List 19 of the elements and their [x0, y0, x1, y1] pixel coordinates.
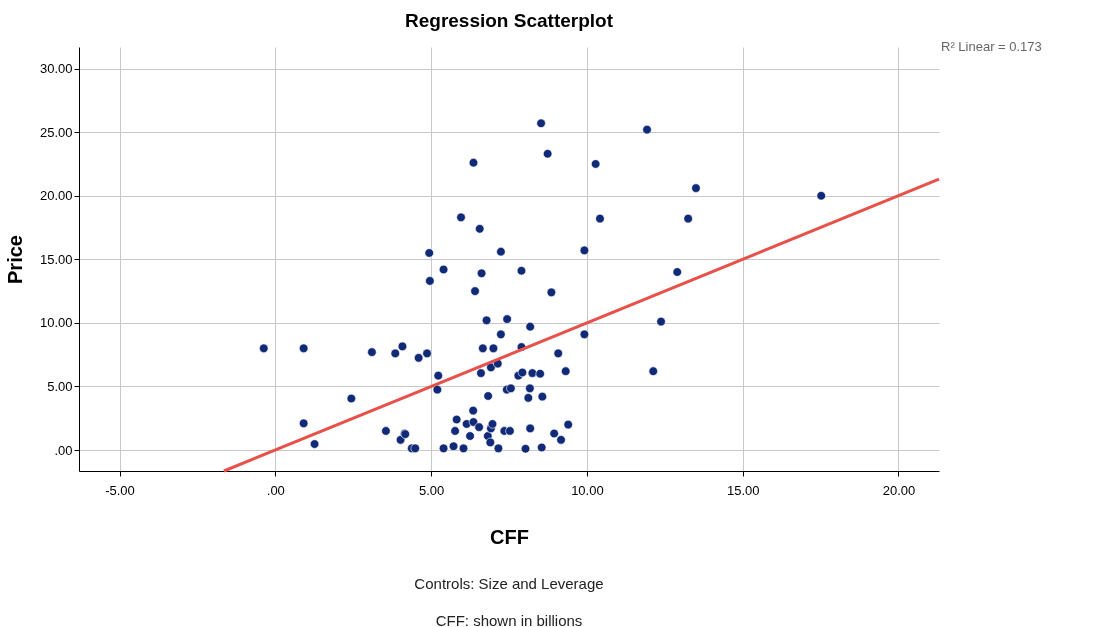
y-tick-label: .00 — [54, 442, 73, 458]
y-tick-label: 25.00 — [39, 124, 73, 140]
y-tick-label: 15.00 — [39, 251, 73, 267]
y-tick-label: 20.00 — [39, 188, 73, 204]
chart-title: Regression Scatterplot — [405, 10, 614, 31]
y-tick-label: 30.00 — [39, 61, 73, 77]
y-tick-label: 5.00 — [47, 378, 73, 394]
y-axis-title: Price — [3, 235, 26, 284]
x-tick-label: 5.00 — [418, 482, 445, 498]
x-tick-label: 10.00 — [571, 482, 604, 498]
x-tick-label: 15.00 — [726, 482, 760, 498]
x-axis-title: CFF — [490, 525, 529, 548]
text: R² Linear = 0.173 — [941, 39, 1042, 54]
text: CFF: shown in billions — [435, 612, 583, 627]
x-tick-label: .00 — [266, 482, 285, 498]
x-tick-label: -5.00 — [105, 482, 135, 498]
y-tick-label: 10.00 — [39, 315, 73, 331]
text: Controls: Size and Leverage — [414, 575, 604, 592]
x-tick-label: 20.00 — [882, 482, 916, 498]
